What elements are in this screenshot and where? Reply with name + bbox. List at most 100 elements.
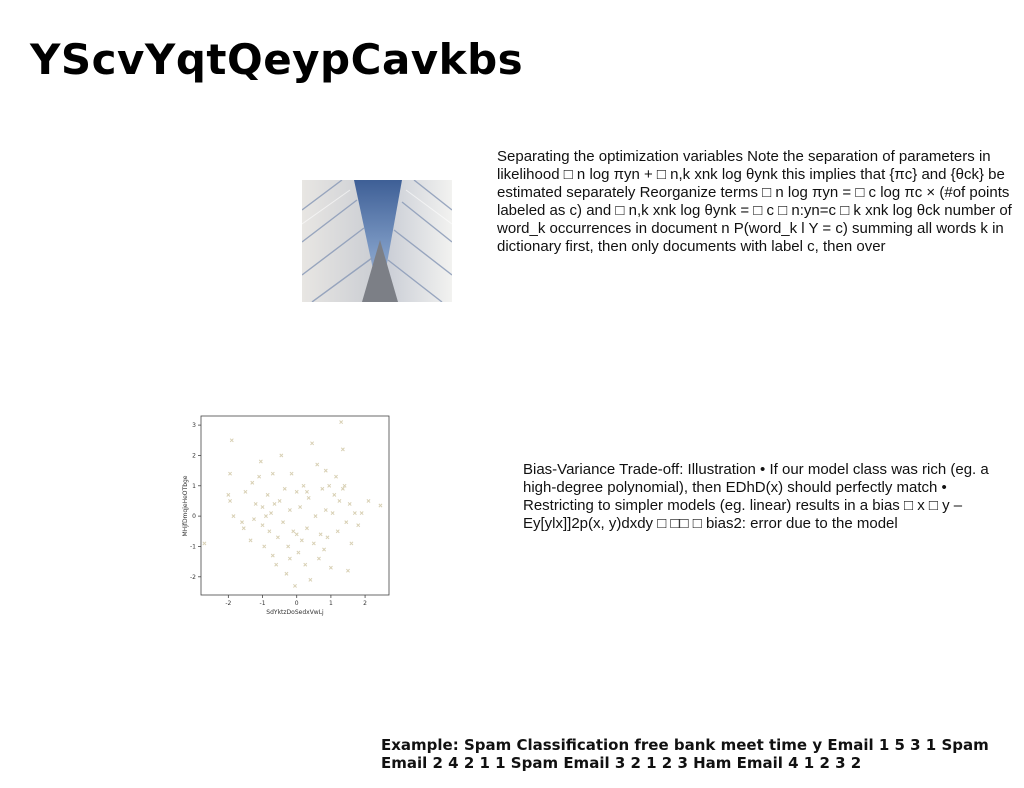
scatter-point	[301, 483, 306, 488]
scatter-point	[231, 514, 236, 519]
scatter-point	[262, 544, 267, 549]
scatter-point	[323, 508, 328, 513]
scatter-point	[267, 529, 272, 534]
scatter-point	[258, 459, 263, 464]
scatter-point	[250, 480, 255, 485]
scatter-point	[337, 498, 342, 503]
text-block-bias-variance: Bias-Variance Trade-off: Illustration • …	[523, 461, 989, 532]
scatter-point	[284, 571, 289, 576]
scatter-point	[270, 553, 275, 558]
scatter-point	[356, 523, 361, 528]
scatter-point	[226, 492, 231, 497]
y-tick-label: 2	[192, 452, 196, 459]
y-tick-label: 0	[192, 513, 196, 520]
plot-area	[200, 415, 390, 596]
y-tick-label: 3	[192, 422, 196, 429]
scatter-point	[229, 438, 234, 443]
x-tick-label: -2	[225, 600, 231, 607]
scatter-point	[281, 520, 285, 525]
scatter-point	[299, 538, 304, 543]
scatter-point	[320, 486, 325, 491]
scatter-point	[287, 556, 292, 561]
x-tick-label: 2	[363, 600, 367, 607]
y-axis-label: MHjfDmqjeHeOTbge	[182, 475, 189, 536]
text-block-naive-bayes: Separating the optimization variables No…	[497, 148, 1012, 255]
scatter-point	[349, 541, 354, 546]
scatter-point	[243, 489, 248, 494]
scatter-point	[323, 468, 328, 473]
scatter-point	[306, 495, 311, 500]
scatter-point	[260, 505, 265, 509]
scatter-point	[340, 447, 345, 452]
scatter-point	[359, 511, 364, 516]
page-title: YScvYqtQeypCavkbs	[30, 35, 524, 84]
scatter-point	[327, 483, 332, 488]
scatter-point	[291, 529, 296, 534]
scatter-point	[305, 526, 309, 531]
x-tick-label: 1	[329, 600, 333, 607]
scatter-point	[272, 502, 277, 506]
x-tick-label: 0	[295, 600, 299, 607]
scatter-point	[316, 556, 321, 561]
scatter-point	[294, 532, 299, 537]
scatter-point	[296, 550, 301, 555]
scatter-point	[340, 486, 345, 491]
scatter-point	[293, 583, 297, 588]
scatter-point	[325, 535, 330, 540]
scatter-point	[228, 471, 233, 476]
scatter-point	[248, 538, 253, 543]
scatter-point	[294, 489, 299, 494]
y-tick-label: -2	[190, 574, 196, 581]
scatter-point	[311, 541, 316, 546]
scatter-point	[330, 511, 335, 516]
scatter-point	[346, 568, 350, 573]
x-tick-label: -1	[260, 600, 266, 607]
architecture-photo	[302, 180, 452, 302]
scatter-point	[252, 517, 256, 522]
scatter-point	[366, 498, 371, 503]
x-axis-label: SdYktzDoSedxVwLj	[266, 609, 324, 616]
scatter-point	[303, 562, 308, 567]
scatter-point	[339, 420, 344, 425]
scatter-point	[344, 520, 349, 525]
scatter-point	[263, 514, 268, 519]
scatter-point	[305, 489, 309, 494]
scatter-point	[274, 562, 279, 567]
scatter-point	[275, 535, 280, 540]
scatter-point	[279, 453, 284, 458]
scatter-point	[347, 502, 352, 506]
text-block-spam-example: Example: Spam Classification free bank m…	[381, 736, 989, 772]
scatter-point	[308, 577, 313, 582]
scatter-point	[270, 471, 275, 476]
scatter-point	[318, 532, 323, 537]
scatter-point	[260, 523, 265, 528]
scatter-point	[289, 471, 294, 476]
scatter-point	[202, 541, 207, 546]
scatter-chart: -2 -1 0 1 2 -2 -1 0 1 2 3 SdYktzDoSedxVwLj MHjfDmq…	[178, 410, 398, 620]
y-tick-label: 1	[192, 483, 196, 490]
scatter-point	[287, 508, 292, 513]
scatter-point	[342, 483, 347, 488]
scatter-point	[277, 498, 282, 503]
scatter-point	[328, 565, 333, 570]
scatter-point	[265, 492, 270, 497]
scatter-point	[269, 511, 274, 516]
scatter-point	[228, 498, 233, 503]
scatter-point	[322, 547, 327, 552]
scatter-point	[310, 441, 315, 446]
scatter-point	[241, 526, 246, 531]
scatter-point	[286, 544, 291, 549]
scatter-point	[335, 529, 340, 534]
scatter-point	[352, 511, 357, 516]
scatter-point	[313, 514, 318, 519]
scatter-point	[378, 503, 383, 508]
scatter-point	[240, 520, 244, 525]
scatter-point	[253, 502, 258, 506]
scatter-point	[282, 486, 287, 491]
scatter-point	[257, 474, 262, 479]
scatter-point	[298, 505, 303, 509]
scatter-point	[334, 474, 338, 479]
y-tick-label: -1	[190, 543, 196, 550]
scatter-point	[315, 462, 320, 467]
scatter-point	[332, 492, 337, 497]
